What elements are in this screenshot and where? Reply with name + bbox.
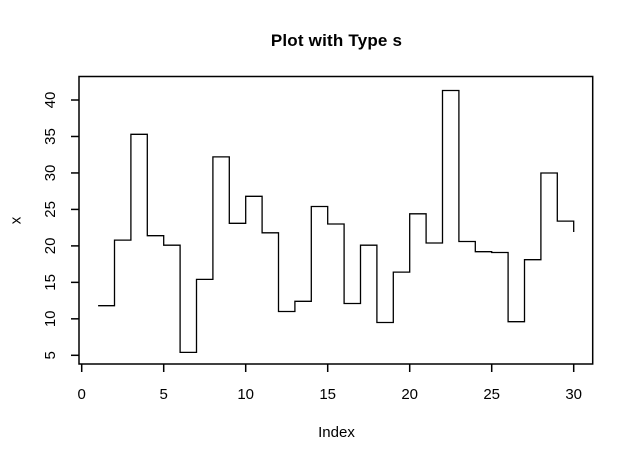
plot-border xyxy=(78,75,594,365)
y-tick-label: 25 xyxy=(42,201,59,218)
chart-title: Plot with Type s xyxy=(270,31,403,50)
x-tick-label: 0 xyxy=(78,386,86,403)
x-tick-label: 5 xyxy=(160,386,168,403)
y-tick-label: 40 xyxy=(42,92,59,109)
x-tick-label: 20 xyxy=(401,386,418,403)
x-tick-label: 10 xyxy=(237,386,254,403)
x-axis-label: Index xyxy=(318,424,355,441)
y-tick-label: 30 xyxy=(42,165,59,182)
step-line xyxy=(98,89,575,354)
x-tick-label: 30 xyxy=(565,386,582,403)
y-tick-label: 10 xyxy=(42,310,59,327)
y-tick-label: 35 xyxy=(42,128,59,145)
y-tick-label: 5 xyxy=(42,351,59,359)
y-tick-label: 15 xyxy=(42,274,59,291)
x-tick-label: 15 xyxy=(319,386,336,403)
x-tick-label: 25 xyxy=(483,386,500,403)
y-axis-label: x xyxy=(7,216,25,225)
y-tick-label: 20 xyxy=(42,238,59,255)
